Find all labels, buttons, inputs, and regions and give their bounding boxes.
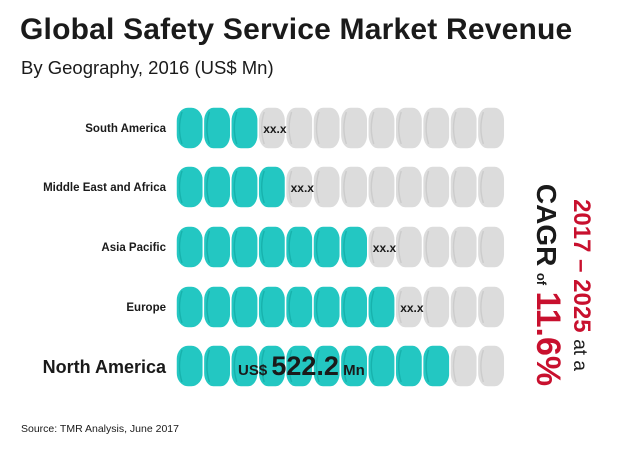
segment-shade (315, 290, 320, 324)
segment-shade (261, 290, 265, 324)
cagr-label: CAGR (531, 183, 562, 267)
bar-segment-empty (476, 285, 506, 329)
segment-shade (452, 349, 457, 383)
segment-shade (452, 170, 457, 204)
segment-shade (398, 230, 402, 264)
segment-shade (425, 170, 430, 204)
segment-shade (206, 170, 211, 204)
segment-shade (233, 290, 238, 324)
category-label: South America (85, 123, 166, 135)
segment-shade (370, 349, 375, 383)
category-label: North America (43, 357, 167, 377)
bar-segment-empty (476, 106, 506, 150)
value-label: xx.x (373, 241, 397, 255)
segment-shade (315, 349, 320, 383)
value-label: xx.x (400, 301, 424, 315)
segment-shade (288, 290, 293, 324)
segment-shade (452, 111, 457, 145)
segment-shade (343, 290, 348, 324)
category-label: Middle East and Africa (43, 182, 167, 194)
source-note: Source: TMR Analysis, June 2017 (21, 423, 179, 435)
segment-shade (343, 349, 348, 383)
segment-shade (480, 170, 485, 204)
segment-shade (370, 111, 375, 145)
segment-shade (288, 170, 293, 204)
cagr-rate-line: CAGR of 11.6% (529, 183, 567, 387)
segment-shade (261, 230, 265, 264)
bar-segment-empty (476, 225, 506, 269)
segment-shade (480, 111, 485, 145)
segment-shade (370, 170, 375, 204)
segment-shade (315, 170, 320, 204)
segment-shade (288, 230, 293, 264)
segment-shade (343, 111, 348, 145)
segment-shade (261, 349, 265, 383)
segment-shade (288, 349, 293, 383)
value-label: xx.x (291, 181, 315, 195)
segment-shade (480, 349, 485, 383)
segment-shade (288, 111, 293, 145)
segment-shade (425, 349, 430, 383)
cagr-of: of (534, 272, 549, 286)
segment-shade (398, 170, 402, 204)
segment-shade (398, 349, 402, 383)
value-label: xx.x (263, 122, 287, 136)
segment-shade (398, 290, 402, 324)
segment-shade (343, 170, 348, 204)
segment-shade (206, 111, 211, 145)
segment-shade (315, 230, 320, 264)
segment-shade (233, 230, 238, 264)
segment-shade (425, 230, 430, 264)
chart-title: Global Safety Service Market Revenue (20, 13, 573, 46)
value-label: US$ 522.2 Mn (238, 351, 365, 381)
segment-shade (370, 290, 375, 324)
segment-shade (233, 111, 238, 145)
segment-shade (452, 290, 457, 324)
segment-shade (425, 111, 430, 145)
segment-shade (452, 230, 457, 264)
segment-shade (178, 170, 183, 204)
segment-shade (398, 111, 402, 145)
category-label: Europe (126, 302, 166, 314)
segment-shade (178, 349, 183, 383)
segment-shade (343, 230, 348, 264)
segment-shade (206, 230, 211, 264)
segment-shade (178, 230, 183, 264)
cagr-callout: 2017 – 2025 at a CAGR of 11.6% (522, 184, 602, 386)
cagr-period: 2017 – 2025 (568, 199, 595, 333)
segment-shade (315, 111, 320, 145)
bar-segment-empty (476, 344, 506, 388)
bar-segment-empty (476, 165, 506, 209)
segment-shade (206, 290, 211, 324)
segment-shade (425, 290, 430, 324)
segment-shade (178, 290, 183, 324)
segment-shade (233, 170, 238, 204)
category-label: Asia Pacific (101, 242, 166, 254)
segment-shade (370, 230, 375, 264)
segment-shade (261, 170, 265, 204)
cagr-period-line: 2017 – 2025 at a (568, 184, 595, 386)
segment-shade (261, 111, 265, 145)
cagr-at: at a (569, 339, 590, 371)
segment-shade (233, 349, 238, 383)
segment-shade (178, 111, 183, 145)
cagr-rate: 11.6% (529, 291, 567, 387)
segment-shade (206, 349, 211, 383)
segment-shade (480, 230, 485, 264)
chart-subtitle: By Geography, 2016 (US$ Mn) (21, 57, 274, 78)
segment-shade (480, 290, 485, 324)
